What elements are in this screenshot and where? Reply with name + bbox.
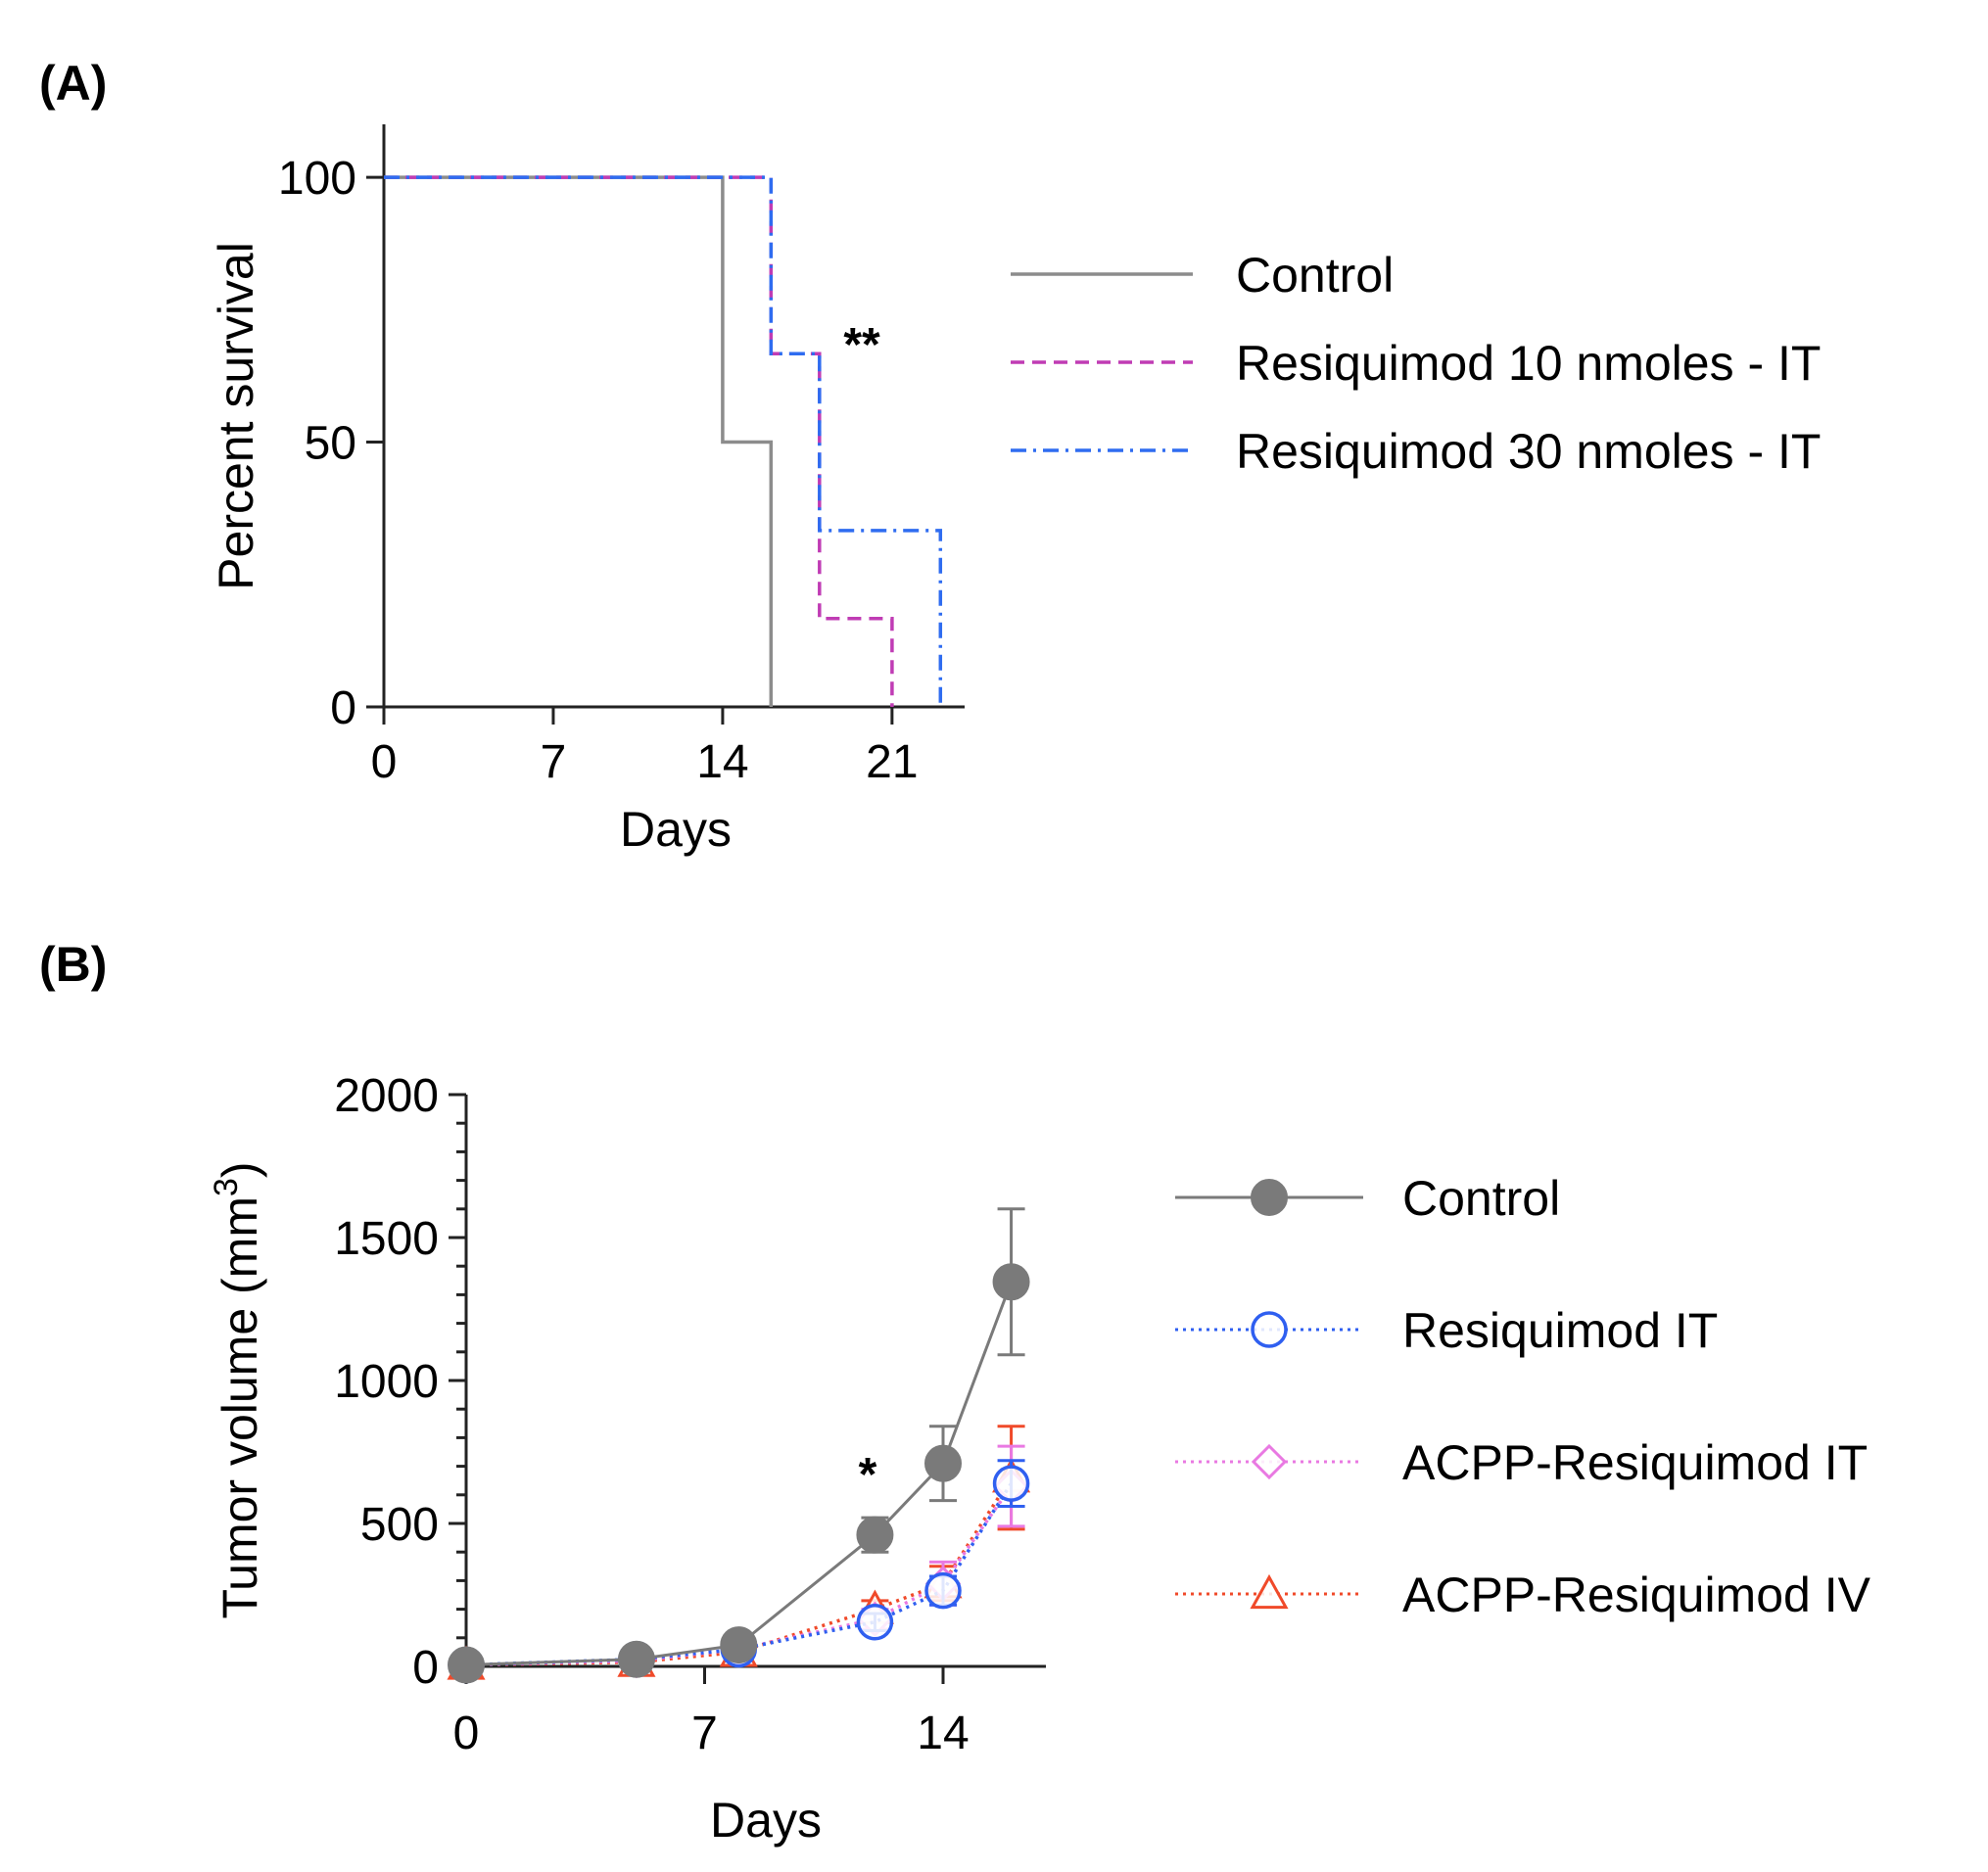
panel-label-a: (A) — [39, 56, 107, 111]
tumor-x-tick-label: 0 — [453, 1708, 480, 1759]
tumor-legend: Control Resiquimod IT ACPP-Resiquimod IT AC… — [1175, 1171, 1871, 1622]
survival-y-tick-label: 50 — [305, 418, 356, 470]
survival-legend: Control Resiquimod 10 nmoles - IT Resiquim… — [1011, 248, 1821, 479]
tumor-line — [465, 1281, 1014, 1666]
tumor-data-point — [617, 1640, 655, 1678]
survival-x-tick-label: 7 — [541, 736, 567, 788]
tumor-legend-marker — [1251, 1443, 1288, 1480]
tumor-data-point — [992, 1465, 1030, 1502]
tumor-x-tick-label: 7 — [691, 1708, 718, 1759]
tumor-data-point — [856, 1516, 894, 1554]
tumor-y-tick-label: 500 — [360, 1499, 439, 1551]
tumor-y-axis-title: Tumor volume (mm3) — [208, 1161, 267, 1618]
tumor-y-tick-label: 1000 — [334, 1356, 439, 1408]
survival-y-tick-label: 0 — [330, 682, 356, 734]
tumor-y-title-superscript: 3 — [208, 1178, 245, 1196]
survival-curve-resiquimod-10-nmoles-it — [384, 175, 894, 707]
survival-legend-label: Control — [1236, 248, 1394, 303]
tumor-legend-label: ACPP-Resiquimod IV — [1402, 1568, 1871, 1622]
survival-significance-mark: ** — [843, 319, 880, 371]
tumor-data-point — [992, 1263, 1030, 1301]
survival-y-tick-label: 100 — [278, 153, 356, 205]
tumor-data-point — [856, 1603, 894, 1641]
survival-legend-label: Resiquimod 10 nmoles - IT — [1236, 336, 1821, 391]
panel-label-b: (B) — [39, 937, 107, 992]
survival-legend-label: Resiquimod 30 nmoles - IT — [1236, 424, 1821, 479]
survival-curve-resiquimod-30-nmoles-it — [384, 175, 943, 707]
tumor-series-control — [448, 1207, 1030, 1684]
tumor-axes — [464, 1095, 1046, 1668]
survival-x-tick-label: 14 — [696, 736, 748, 788]
survival-axes — [382, 124, 965, 709]
tumor-data-point — [448, 1646, 485, 1684]
tumor-y-tick-label: 0 — [412, 1642, 439, 1694]
survival-y-axis-title: Percent survival — [209, 242, 263, 590]
tumor-y-title-end: ) — [213, 1161, 267, 1178]
tumor-significance-mark: * — [859, 1449, 877, 1501]
tumor-legend-label: Resiquimod IT — [1402, 1303, 1718, 1358]
tumor-y-tick-label: 2000 — [334, 1070, 439, 1122]
tumor-data-point — [720, 1626, 758, 1664]
tumor-legend-marker — [1251, 1179, 1288, 1216]
tumor-legend-marker — [1250, 1573, 1289, 1610]
tumor-volume-chart: (B) 0 500 1000 1500 2000 0 7 14 Tumor volume (m… — [39, 937, 1871, 1848]
tumor-x-axis-title: Days — [710, 1793, 822, 1848]
tumor-y-title-main: Tumor volume (mm — [213, 1196, 267, 1619]
survival-chart: (A) 0 7 14 21 0 50 100 Percent survival Days *… — [39, 56, 1821, 857]
tumor-legend-label: Control — [1402, 1171, 1560, 1226]
tumor-data-point — [924, 1444, 962, 1482]
survival-curve-control — [384, 175, 774, 707]
tumor-legend-marker — [1251, 1311, 1288, 1348]
tumor-legend-label: ACPP-Resiquimod IT — [1402, 1435, 1868, 1490]
tumor-x-tick-label: 14 — [917, 1708, 969, 1759]
survival-x-tick-label: 0 — [371, 736, 398, 788]
tumor-data-point — [924, 1571, 962, 1610]
survival-x-axis-title: Days — [620, 802, 732, 857]
survival-x-tick-label: 21 — [866, 736, 918, 788]
tumor-y-tick-label: 1500 — [334, 1213, 439, 1265]
